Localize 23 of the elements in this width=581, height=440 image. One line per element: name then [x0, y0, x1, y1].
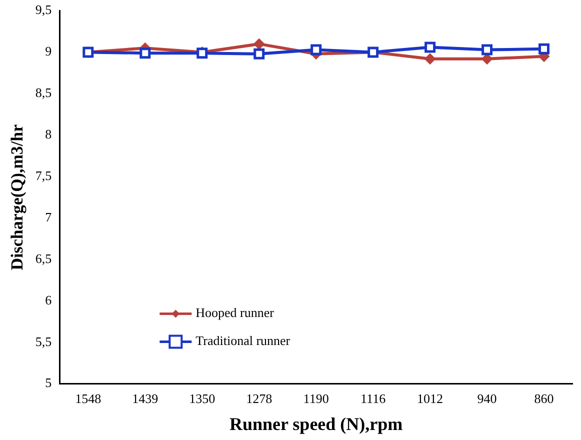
y-tick-label: 5,5 [35, 334, 52, 349]
y-tick-label: 6,5 [35, 250, 52, 266]
y-tick-label: 6 [45, 292, 52, 308]
x-tick-label: 1012 [417, 391, 444, 406]
y-tick-label: 9 [45, 44, 52, 59]
x-tick-label: 1190 [303, 391, 329, 406]
x-axis-title: Runner speed (N),rpm [229, 414, 403, 434]
x-tick-label: 1439 [132, 391, 158, 406]
legend-label: Hooped runner [196, 305, 275, 320]
legend-label: Traditional runner [196, 333, 291, 348]
y-tick-label: 5 [45, 375, 52, 390]
y-axis-title: Discharge(Q),m3/hr [8, 124, 27, 270]
y-tick-label: 8 [45, 126, 52, 142]
x-tick-label: 1350 [189, 391, 216, 406]
y-tick-label: 9,5 [35, 2, 52, 18]
y-tick-label: 8,5 [35, 85, 52, 100]
y-tick-label: 7,5 [35, 168, 52, 183]
x-tick-label: 1548 [75, 391, 102, 406]
x-tick-label: 1116 [360, 391, 386, 406]
x-tick-label: 940 [477, 391, 497, 406]
x-tick-label: 1278 [246, 391, 272, 406]
y-tick-label: 7 [45, 209, 52, 224]
x-tick-label: 860 [534, 391, 554, 406]
